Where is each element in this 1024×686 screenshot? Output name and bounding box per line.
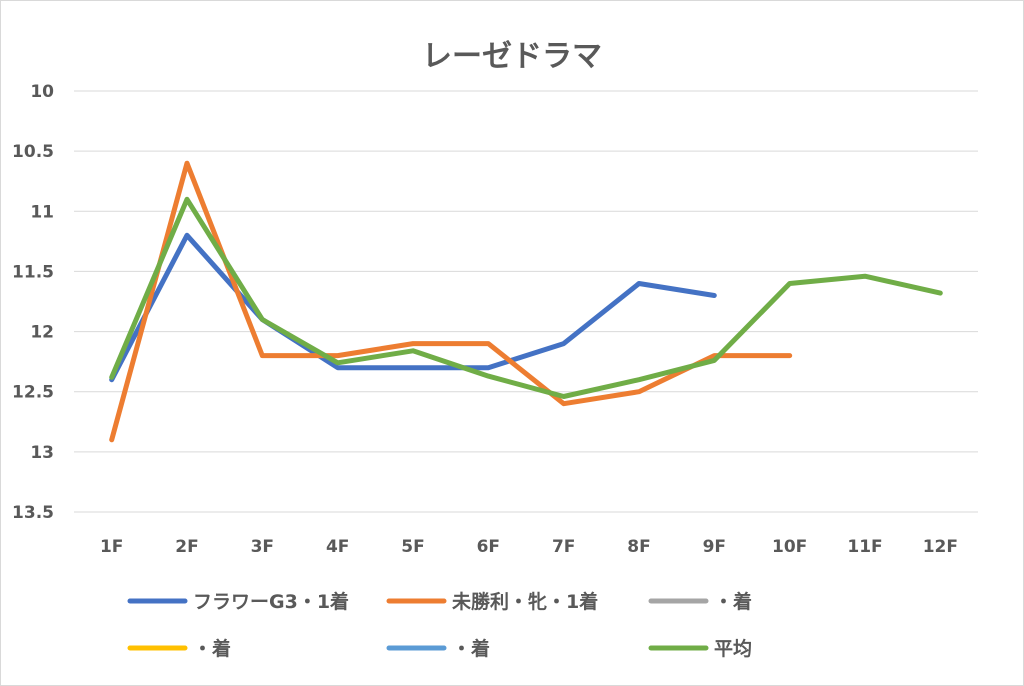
legend-label: ・着	[452, 637, 490, 660]
legend-label: フラワーG3・1着	[193, 590, 349, 613]
y-tick-label: 11.5	[12, 262, 54, 282]
x-tick-label: 2F	[175, 537, 198, 557]
legend-label: ・着	[714, 590, 752, 613]
legend-label: 平均	[714, 637, 752, 660]
x-tick-label: 10F	[772, 537, 807, 557]
legend-label: ・着	[193, 637, 231, 660]
x-tick-label: 6F	[477, 537, 500, 557]
legend-label: 未勝利・牝・1着	[451, 590, 598, 613]
series-line	[109, 232, 717, 383]
chart-title: レーゼドラマ	[422, 39, 602, 74]
y-tick-label: 10	[30, 82, 54, 102]
y-tick-label: 13	[30, 443, 54, 463]
y-tick-label: 13.5	[12, 503, 54, 523]
x-tick-label: 5F	[401, 537, 424, 557]
gridlines	[74, 90, 978, 513]
x-tick-label: 9F	[703, 537, 726, 557]
x-tick-label: 12F	[923, 537, 958, 557]
x-tick-label: 1F	[100, 537, 123, 557]
x-tick-label: 7F	[552, 537, 575, 557]
x-axis-tick-labels: 1F 2F 3F 4F 5F 6F 7F 8F 9F 10F 11F 12F	[100, 537, 958, 557]
y-tick-label: 10.5	[12, 142, 54, 162]
legend: フラワーG3・1着 未勝利・牝・1着 ・着・着 ・着 平均	[127, 590, 752, 660]
series-lines	[109, 160, 943, 443]
x-tick-label: 3F	[251, 537, 274, 557]
x-tick-label: 8F	[627, 537, 650, 557]
y-axis-tick-labels: 10 10.5 11 11.5 12 12.5 13 13.5	[12, 82, 54, 523]
x-tick-label: 4F	[326, 537, 349, 557]
y-tick-label: 12	[30, 323, 54, 343]
series-line	[109, 160, 793, 443]
y-tick-label: 11	[30, 202, 54, 222]
y-tick-label: 12.5	[12, 383, 54, 403]
x-tick-label: 11F	[847, 537, 882, 557]
series-line	[109, 196, 943, 399]
